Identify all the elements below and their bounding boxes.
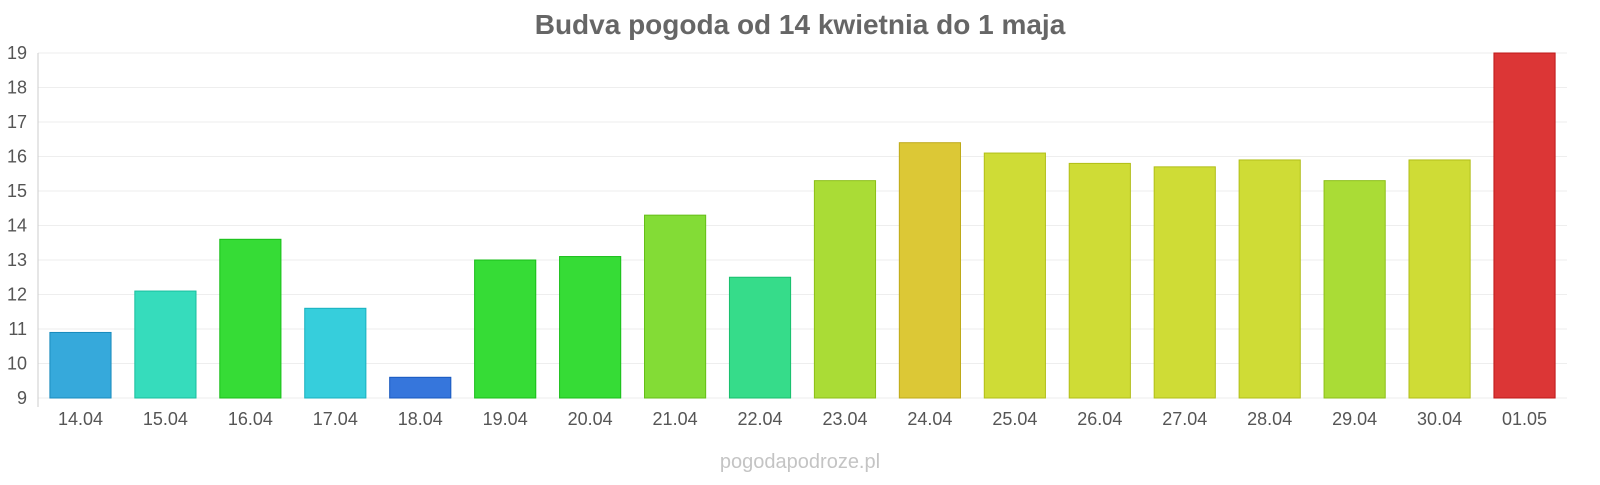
y-tick-label: 13 [7,250,27,270]
bar-01.05[interactable] [1493,52,1556,399]
y-axis: 9 10 11 12 13 14 15 16 17 18 19 [7,43,27,408]
x-tick-label: 14.04 [58,409,103,429]
grid-layer [38,52,1567,399]
y-tick-label: 15 [7,181,27,201]
y-tick-label: 12 [7,285,27,305]
x-tick-label: 30.04 [1417,409,1462,429]
x-tick-label: 18.04 [398,409,443,429]
x-tick-label: 25.04 [992,409,1037,429]
bar-22.04[interactable] [728,276,792,399]
y-tick-label: 14 [7,216,27,236]
x-tick-label: 15.04 [143,409,188,429]
x-tick-label: 28.04 [1247,409,1292,429]
y-tick-label: 9 [17,388,27,408]
y-tick-label: 17 [7,112,27,132]
y-tick-label: 11 [8,319,27,339]
x-tick-label: 29.04 [1332,409,1377,429]
bar-21.04[interactable] [644,214,707,399]
x-tick-label: 27.04 [1162,409,1207,429]
x-tick-label: 22.04 [738,409,783,429]
y-tick-label: 16 [7,147,27,167]
y-tick-label: 10 [7,354,27,374]
bar-18.04[interactable] [389,376,452,399]
bar-15.04[interactable] [134,290,197,399]
chart-title: Budva pogoda od 14 kwietnia do 1 maja [535,9,1066,40]
y-tick-label: 19 [7,43,27,63]
bar-30.04[interactable] [1408,159,1471,399]
bar-23.04[interactable] [813,180,877,399]
x-tick-label: 24.04 [907,409,952,429]
bar-24.04[interactable] [898,142,961,399]
x-tick-label: 17.04 [313,409,358,429]
bar-25.04[interactable] [983,152,1046,399]
x-tick-label: 26.04 [1077,409,1122,429]
y-tick-label: 18 [7,78,27,98]
bar-27.04[interactable] [1153,166,1216,399]
bar-17.04[interactable] [304,307,367,399]
bars-layer [49,52,1556,399]
bar-16.04[interactable] [219,238,282,399]
x-tick-label: 20.04 [568,409,613,429]
x-tick-label: 23.04 [822,409,867,429]
bar-26.04[interactable] [1068,162,1131,399]
x-tick-label: 01.05 [1502,409,1547,429]
x-tick-label: 19.04 [483,409,528,429]
watermark-text: pogodapodroze.pl [720,451,880,473]
x-axis: 14.04 15.04 16.04 17.04 18.04 19.04 20.04 21.04… [58,409,1547,429]
bar-19.04[interactable] [474,259,537,399]
bar-14.04[interactable] [49,331,112,399]
bar-29.04[interactable] [1323,180,1386,399]
bar-20.04[interactable] [559,256,622,399]
x-tick-label: 16.04 [228,409,273,429]
bar-28.04[interactable] [1238,159,1301,399]
x-tick-label: 21.04 [653,409,698,429]
